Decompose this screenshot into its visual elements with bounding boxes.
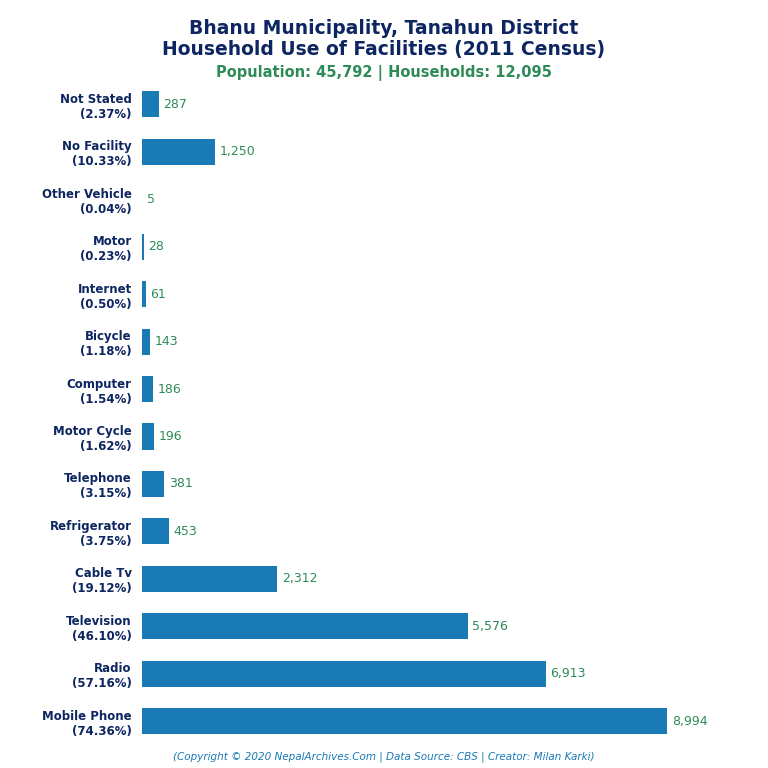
Text: Population: 45,792 | Households: 12,095: Population: 45,792 | Households: 12,095 (216, 65, 552, 81)
Text: 1,250: 1,250 (220, 145, 256, 158)
Bar (142, 91, 159, 118)
Bar (142, 566, 277, 592)
Text: 143: 143 (155, 335, 179, 348)
Bar (142, 281, 146, 307)
Bar (142, 471, 164, 497)
Text: 6,913: 6,913 (551, 667, 586, 680)
Text: 196: 196 (158, 430, 182, 443)
Text: Household Use of Facilities (2011 Census): Household Use of Facilities (2011 Census… (163, 40, 605, 59)
Bar (142, 660, 546, 687)
Text: (Copyright © 2020 NepalArchives.Com | Data Source: CBS | Creator: Milan Karki): (Copyright © 2020 NepalArchives.Com | Da… (174, 751, 594, 762)
Text: 8,994: 8,994 (672, 715, 707, 728)
Bar (142, 614, 468, 640)
Text: 5: 5 (147, 193, 155, 206)
Bar (142, 518, 168, 545)
Bar (142, 708, 667, 734)
Text: 186: 186 (157, 382, 181, 396)
Text: 287: 287 (164, 98, 187, 111)
Text: 28: 28 (148, 240, 164, 253)
Text: 453: 453 (174, 525, 197, 538)
Bar (142, 329, 151, 355)
Text: 2,312: 2,312 (282, 572, 317, 585)
Bar (142, 233, 144, 260)
Bar (142, 423, 154, 449)
Bar (142, 376, 153, 402)
Text: 61: 61 (151, 288, 166, 300)
Bar (142, 139, 215, 165)
Text: Bhanu Municipality, Tanahun District: Bhanu Municipality, Tanahun District (190, 19, 578, 38)
Text: 381: 381 (169, 478, 193, 491)
Text: 5,576: 5,576 (472, 620, 508, 633)
